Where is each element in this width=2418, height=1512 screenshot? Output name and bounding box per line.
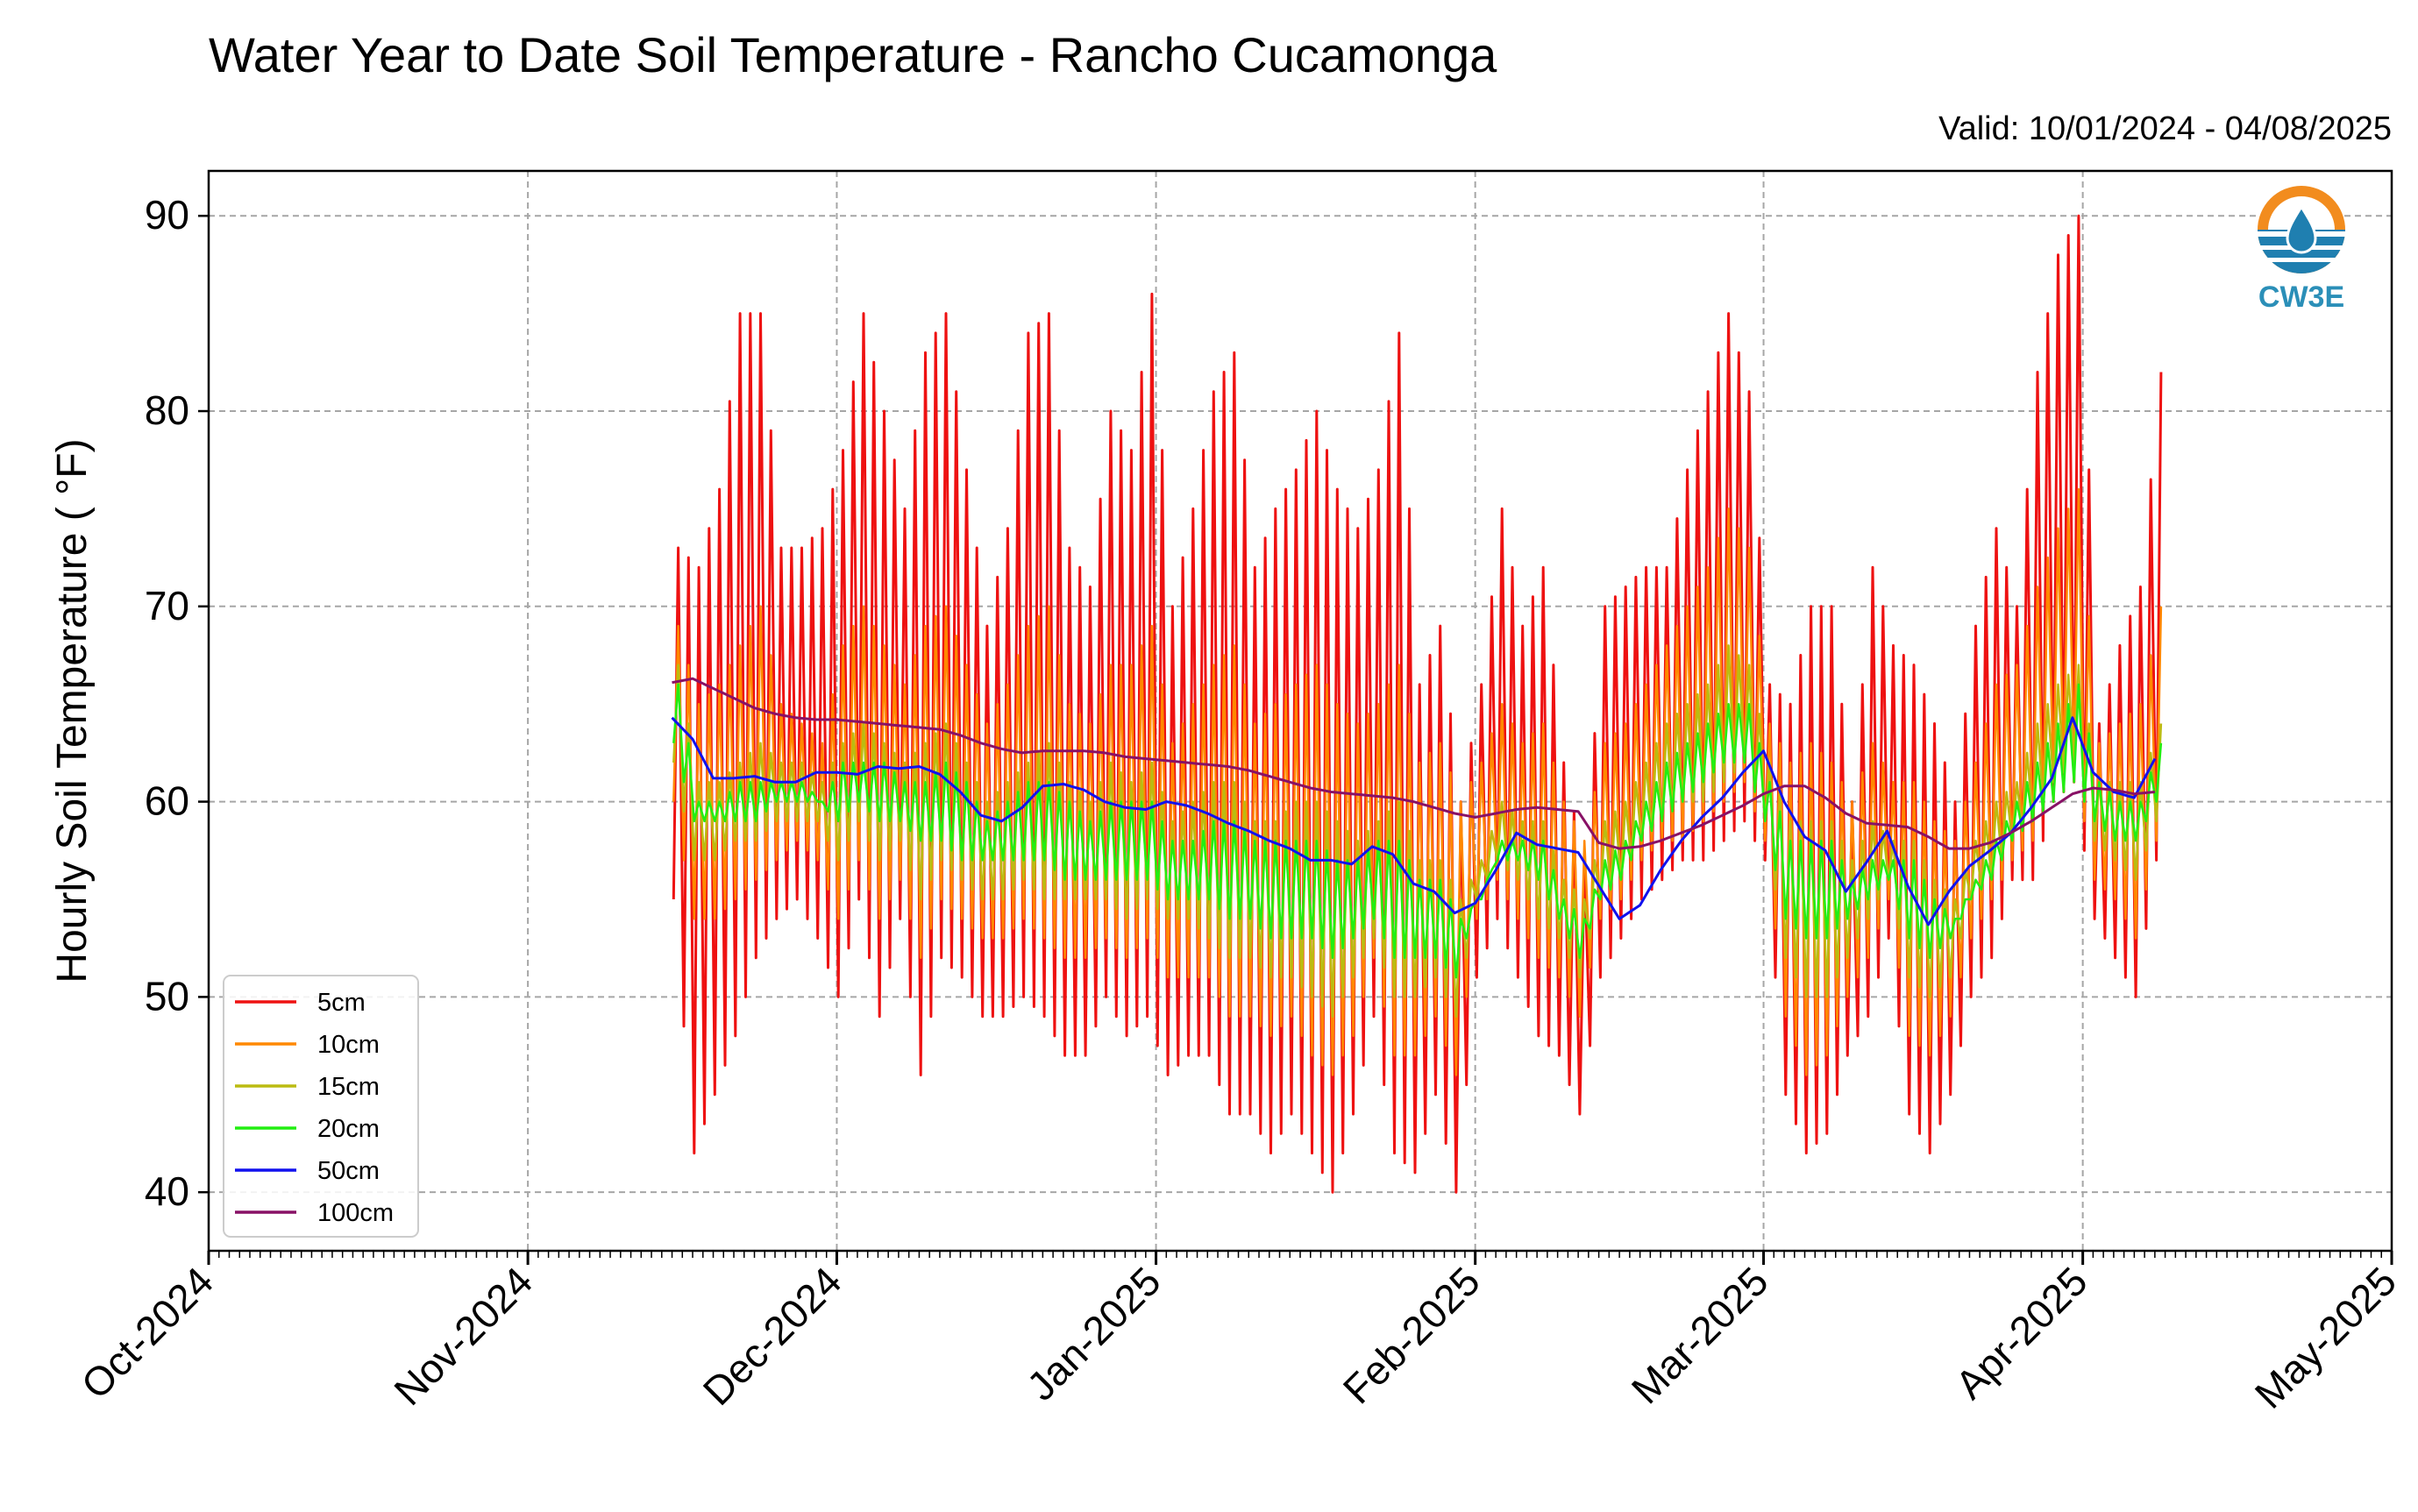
series-line-50cm <box>671 716 2157 926</box>
series-line-100cm <box>672 677 2156 850</box>
legend-label-100cm: 100cm <box>317 1199 394 1227</box>
legend-label-50cm: 50cm <box>317 1157 380 1185</box>
chart-subtitle: Valid: 10/01/2024 - 04/08/2025 <box>1938 110 2392 147</box>
legend-label-10cm: 10cm <box>317 1031 380 1059</box>
legend-label-5cm: 5cm <box>317 989 366 1017</box>
legend-label-20cm: 20cm <box>317 1115 380 1143</box>
cw3e-logo: CW3E <box>2258 186 2345 314</box>
y-tick-label: 60 <box>145 778 189 824</box>
logo-text: CW3E <box>2258 280 2344 314</box>
y-tick-label: 70 <box>145 583 189 628</box>
y-tick-label: 80 <box>145 387 189 433</box>
y-tick-label: 90 <box>145 192 189 238</box>
legend: 5cm 10cm 15cm 20cm 50cm 100cm <box>223 975 419 1238</box>
legend-label-15cm: 15cm <box>317 1073 380 1101</box>
y-tick-label: 40 <box>145 1168 189 1214</box>
series-lines <box>671 214 2163 1194</box>
series-line-20cm <box>672 683 2163 979</box>
chart-title: Water Year to Date Soil Temperature - Ra… <box>209 27 1497 82</box>
y-tick-label: 50 <box>145 973 189 1019</box>
y-axis-label: Hourly Soil Temperature ( °F) <box>49 438 96 983</box>
